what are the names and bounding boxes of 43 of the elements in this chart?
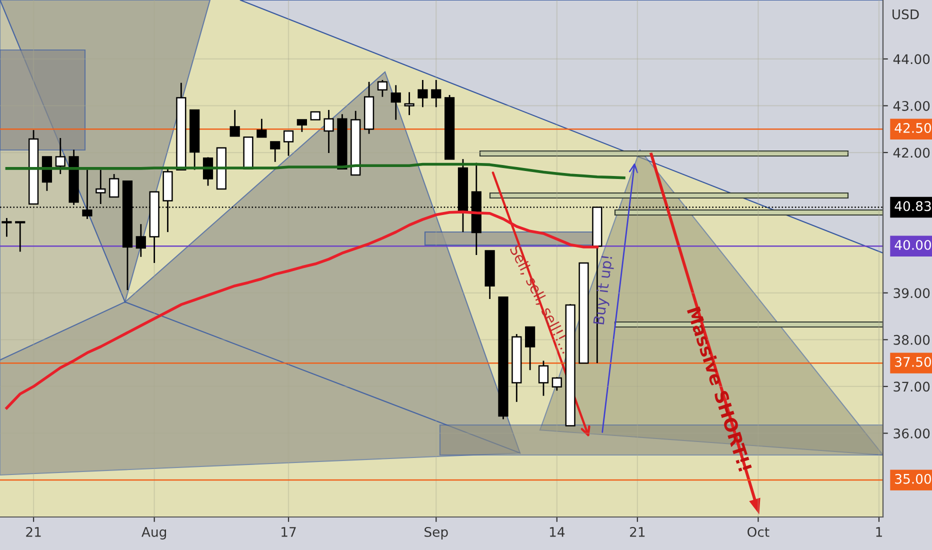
- candlestick: [324, 109, 334, 154]
- candlestick: [283, 130, 294, 156]
- x-tick-label: 21: [26, 526, 41, 537]
- x-tick-label: Oct: [748, 526, 770, 537]
- x-tick-label: 17: [282, 527, 296, 537]
- candlestick: [109, 173, 120, 198]
- annotation: Buy it up!: [592, 256, 616, 325]
- candlestick: [418, 79, 428, 108]
- ref-line-label: 40.00: [894, 240, 932, 250]
- candlestick: [270, 141, 280, 163]
- x-tick-label: 1: [876, 527, 882, 537]
- candlestick: [230, 109, 240, 137]
- candlestick: [404, 91, 414, 116]
- candlestick: [55, 137, 66, 175]
- y-tick-label: 44.00: [893, 54, 930, 64]
- y-tick-label: 38.00: [894, 334, 930, 345]
- candlestick: [525, 326, 536, 371]
- y-tick-label: 36.00: [894, 428, 930, 438]
- candlestick: [390, 84, 401, 120]
- ref-line-label: 40.83: [894, 201, 931, 212]
- candlestick: [136, 223, 146, 258]
- candlestick: [377, 79, 388, 98]
- y-tick-label: 39.00: [894, 288, 930, 298]
- candlestick: [538, 360, 549, 397]
- candlestick: [96, 169, 106, 205]
- y-axis-title: USD: [892, 9, 919, 20]
- candlestick: [256, 118, 267, 138]
- candlestick: [431, 79, 442, 108]
- candlestick: [2, 217, 12, 238]
- x-tick-label: Sep: [424, 526, 448, 540]
- annotation: Sell, sell, sell!!...: [508, 244, 573, 355]
- y-tick-label: 37.00: [894, 382, 930, 392]
- ref-line-label: 42.50: [894, 122, 932, 133]
- x-tick-label: 14: [550, 527, 565, 537]
- y-tick-label: 42.00: [893, 148, 930, 158]
- x-tick-label: Aug: [142, 527, 166, 540]
- candlestick: [296, 119, 307, 133]
- x-tick-label: 21: [630, 526, 645, 537]
- candlestick: [552, 376, 562, 392]
- y-tick-label: 43.00: [893, 100, 930, 111]
- candlestick: [15, 221, 26, 252]
- ref-line-label: 35.00: [895, 474, 932, 484]
- ref-line-label: 37.50: [895, 356, 932, 367]
